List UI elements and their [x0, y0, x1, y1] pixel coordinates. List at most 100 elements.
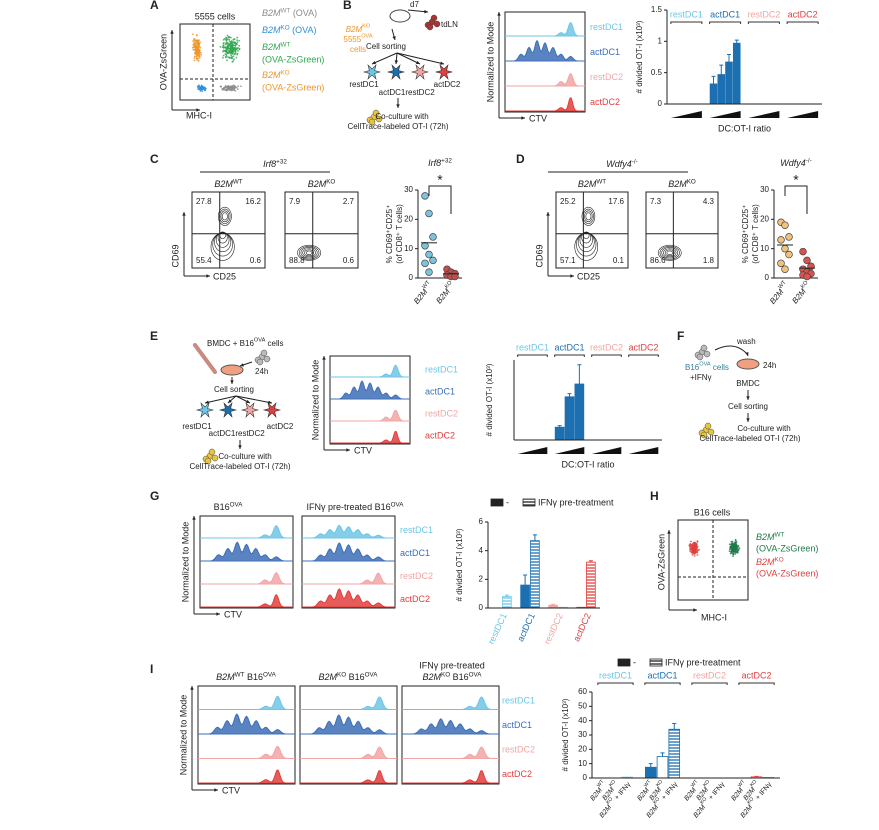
histogram-trace: [505, 73, 585, 87]
y-tick-label: 1: [658, 36, 663, 45]
event-dot: [733, 543, 736, 545]
arrow-head: [196, 108, 200, 112]
label-part: B2M: [739, 804, 754, 820]
histogram-label: restDC1: [400, 525, 433, 535]
bar: [717, 74, 726, 105]
y-tick-label: 50: [578, 701, 587, 710]
event-dot: [236, 41, 239, 44]
event-dot: [731, 542, 734, 545]
histogram-trace: [200, 525, 293, 539]
quadrant-value: 57.1: [560, 256, 576, 265]
event-dot: [222, 44, 225, 47]
cell-icon: [696, 353, 704, 361]
arrow-head: [372, 60, 376, 65]
event-dot: [195, 53, 198, 56]
group-label: restDC1: [670, 9, 703, 19]
event-dot: [733, 551, 735, 554]
arrow-head: [190, 686, 194, 690]
error-bar: [719, 64, 724, 75]
event-dot: [731, 548, 734, 551]
label: B2MWT B16OVA: [216, 671, 276, 682]
event-dot: [233, 87, 236, 90]
cell-icon: [707, 428, 715, 436]
contour: [302, 248, 316, 258]
bone-icon: [193, 343, 217, 374]
event-dot: [236, 36, 239, 39]
event-dot: [691, 553, 694, 556]
chart-title: Irf8+32: [428, 157, 452, 168]
cell-icon: [362, 64, 382, 80]
label-part: -/-: [632, 158, 638, 165]
arrow-head: [216, 612, 220, 616]
label-part: WT: [596, 178, 606, 185]
significance-bracket: [784, 185, 808, 214]
event-dot: [199, 46, 202, 49]
event-dot: [227, 84, 230, 87]
histogram-trace: [402, 696, 499, 710]
data-point: [429, 233, 437, 241]
histogram-frame: [299, 685, 398, 785]
histogram-trace: [505, 97, 585, 112]
arrow-head: [416, 60, 420, 65]
label-part: cells: [265, 339, 283, 348]
data-point: [785, 233, 793, 241]
label: CellTrace-labeled OT-I (72h): [189, 462, 290, 471]
label-part: B2M: [692, 804, 707, 820]
event-dot: [193, 55, 196, 58]
event-dot: [235, 43, 238, 46]
group-label: restDC1: [599, 670, 632, 680]
panel-label: E: [150, 329, 158, 343]
event-dot: [231, 41, 234, 44]
event-dot: [229, 86, 232, 88]
arrow: [204, 395, 237, 404]
label: (OVA-ZsGreen): [756, 543, 818, 553]
label-part: WT: [281, 7, 291, 14]
label-part: B2M: [756, 557, 775, 567]
y-axis-title: (of CD8⁺ T cells): [395, 204, 404, 264]
bar: [668, 728, 681, 779]
histogram-label: restDC1: [502, 696, 535, 706]
histogram-frame: [329, 355, 411, 445]
label: B2MWT: [756, 531, 784, 542]
event-dot: [199, 89, 202, 92]
arrow: [235, 395, 273, 404]
bar: [732, 42, 741, 105]
quadrant-value: 1.8: [703, 256, 715, 265]
cell-icon: [434, 64, 454, 80]
event-dot: [196, 45, 198, 48]
quadrant-value: 88.8: [289, 256, 305, 265]
arrow-head: [440, 61, 444, 65]
data-point: [429, 256, 437, 265]
bar: [502, 596, 512, 609]
data-point: [785, 250, 793, 259]
event-dot: [237, 46, 239, 49]
event-dot: [225, 54, 228, 57]
label-part: OVA: [469, 671, 483, 678]
bar: [574, 383, 585, 441]
event-dot: [226, 86, 229, 88]
category-label: B2MWT: [411, 280, 435, 306]
label-part: KO: [337, 671, 346, 678]
contour: [217, 206, 232, 226]
event-dot: [240, 85, 242, 88]
group-bracket: [517, 354, 548, 357]
event-dot: [224, 56, 227, 59]
axis-title: OVA-ZsGreen: [158, 34, 168, 90]
label-part: B2M: [589, 787, 604, 803]
event-dot: [734, 538, 737, 541]
event-dot: [194, 43, 197, 46]
event-dot: [230, 40, 233, 42]
event-dot: [729, 545, 732, 548]
group-bracket: [591, 354, 622, 357]
event-dot: [192, 40, 195, 42]
axis-title: CD69: [170, 244, 180, 267]
bar: [709, 83, 718, 105]
event-dot: [223, 86, 226, 89]
axis-title: MHC-I: [186, 110, 212, 120]
axis-title: CD69: [534, 244, 544, 267]
event-dot: [730, 540, 733, 543]
event-dot: [232, 48, 235, 51]
histogram-label: actDC2: [590, 97, 620, 107]
legend-label: IFNγ pre-treatment: [538, 497, 614, 507]
group-bracket: [786, 21, 819, 24]
